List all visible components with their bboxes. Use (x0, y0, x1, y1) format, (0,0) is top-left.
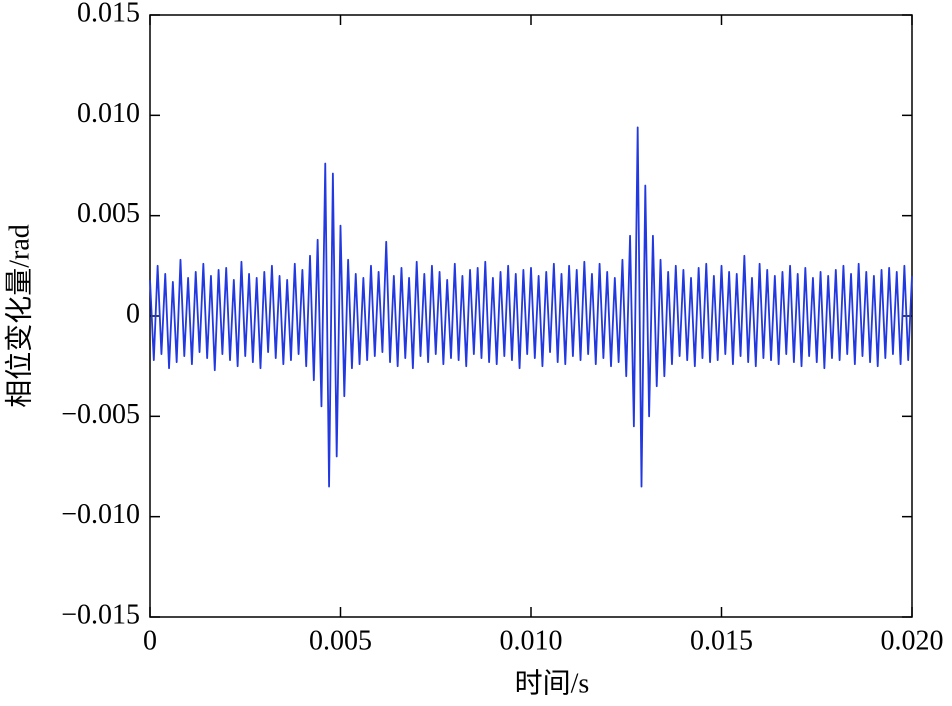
y-tick-label: 0 (126, 298, 140, 329)
y-tick-label: −0.010 (61, 499, 140, 530)
y-tick-label: 0.005 (77, 198, 140, 229)
x-axis-label: 时间/s (515, 667, 590, 699)
y-tick-label: 0.015 (77, 0, 140, 28)
y-axis-label: 相位变化量/rad (3, 224, 35, 408)
x-tick-label: 0.010 (500, 625, 563, 656)
x-tick-label: 0.015 (690, 625, 753, 656)
x-tick-label: 0.020 (881, 625, 944, 656)
y-tick-label: −0.015 (61, 599, 140, 630)
signal-line (149, 126, 913, 488)
plot-frame (149, 14, 913, 618)
x-tick-label: 0 (143, 625, 157, 656)
x-tick-label: 0.005 (309, 625, 372, 656)
y-tick-label: 0.010 (77, 98, 140, 129)
y-tick-label: −0.005 (61, 399, 140, 430)
